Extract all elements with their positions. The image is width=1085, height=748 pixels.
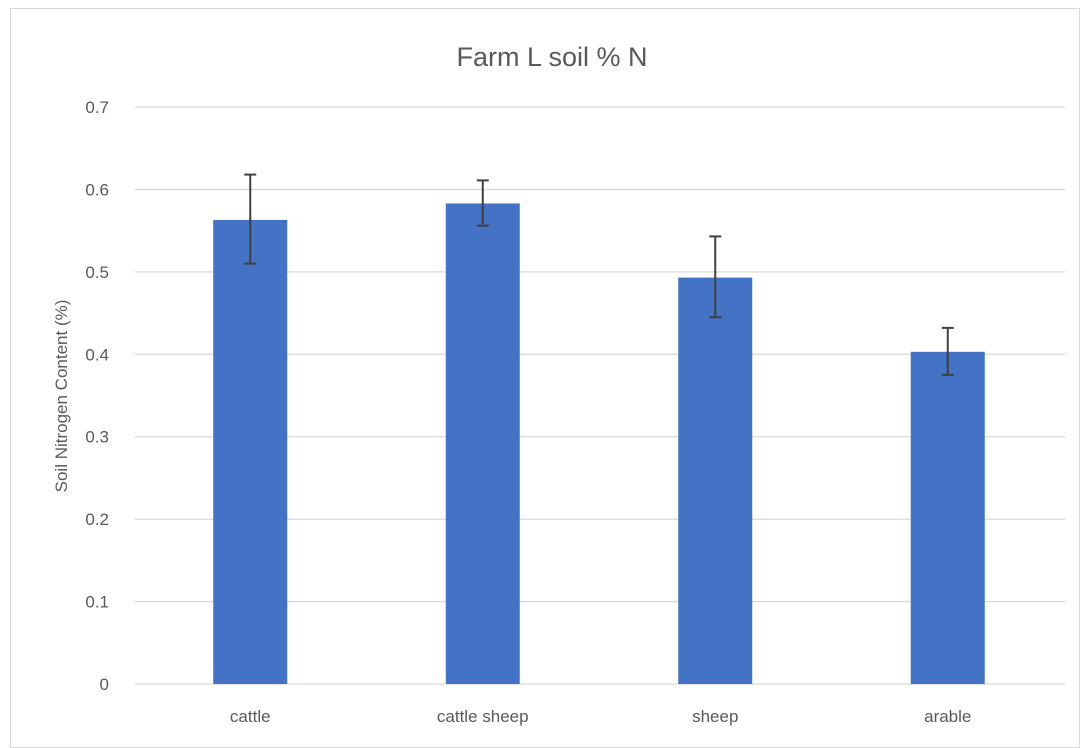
x-tick-label: sheep [692,707,738,726]
bars [213,203,985,685]
y-tick-label: 0.5 [85,263,109,282]
error-bars [244,173,954,376]
error-bar-sheep [709,235,722,319]
error-bar-arable [941,326,954,376]
error-bar-cattle-sheep [476,179,489,227]
chart-title: Farm L soil % N [456,42,647,72]
chart-frame [10,8,1080,748]
x-tick-label: cattle sheep [437,707,529,726]
y-tick-label: 0 [100,675,109,694]
error-bar-cattle [244,173,257,265]
bar-cattle-sheep [445,203,520,685]
category-labels: cattle cattle sheep sheep arable [230,707,971,726]
y-tick-label: 0.3 [85,428,109,447]
y-tick-label: 0.7 [85,98,109,117]
y-tick-labels: 0 0.1 0.2 0.3 0.4 0.5 0.6 0.7 [85,98,109,694]
y-tick-label: 0.2 [85,510,109,529]
y-tick-label: 0.4 [85,345,109,364]
x-tick-label: cattle [230,707,271,726]
bar-arable [910,351,985,684]
x-tick-label: arable [924,707,971,726]
y-axis-label: Soil Nitrogen Content (%) [52,300,71,493]
gridlines [135,106,1065,685]
y-tick-label: 0.1 [85,593,109,612]
bar-sheep [678,277,753,684]
y-tick-label: 0.6 [85,180,109,199]
bar-cattle [213,219,288,685]
